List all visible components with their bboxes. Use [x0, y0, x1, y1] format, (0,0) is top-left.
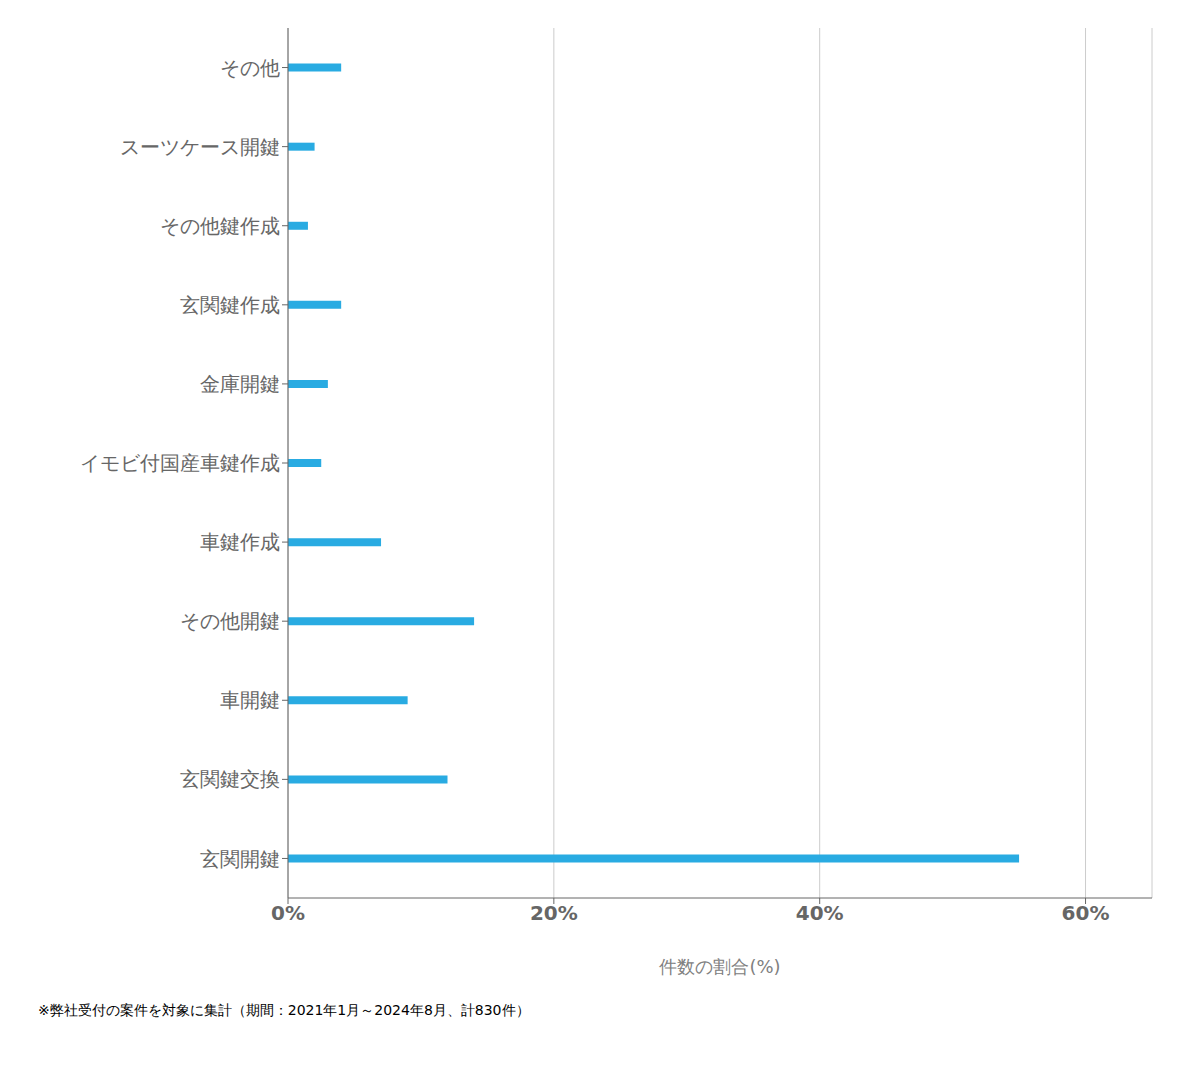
svg-text:その他開鍵: その他開鍵 — [180, 609, 280, 633]
svg-text:20%: 20% — [530, 901, 578, 925]
svg-text:その他鍵作成: その他鍵作成 — [160, 214, 280, 238]
svg-text:玄関鍵交換: 玄関鍵交換 — [180, 767, 280, 791]
svg-text:玄関開鍵: 玄関開鍵 — [200, 847, 280, 871]
svg-text:その他: その他 — [220, 56, 280, 80]
svg-text:スーツケース開鍵: スーツケース開鍵 — [120, 135, 280, 159]
svg-text:0%: 0% — [271, 901, 305, 925]
svg-text:金庫開鍵: 金庫開鍵 — [200, 372, 280, 396]
svg-text:60%: 60% — [1062, 901, 1110, 925]
svg-text:車鍵作成: 車鍵作成 — [200, 530, 280, 554]
svg-text:40%: 40% — [796, 901, 844, 925]
svg-text:件数の割合(%): 件数の割合(%) — [659, 956, 780, 977]
svg-text:イモビ付国産車鍵作成: イモビ付国産車鍵作成 — [80, 451, 280, 475]
svg-text:玄関鍵作成: 玄関鍵作成 — [180, 293, 280, 317]
html-text:※弊社受付の案件を対象に集計（期間：2021年1月～2024: ※弊社受付の案件を対象に集計（期間：2021年1月～2024年8月、計830件） — [38, 1002, 530, 1018]
svg-text:車開鍵: 車開鍵 — [220, 688, 280, 712]
